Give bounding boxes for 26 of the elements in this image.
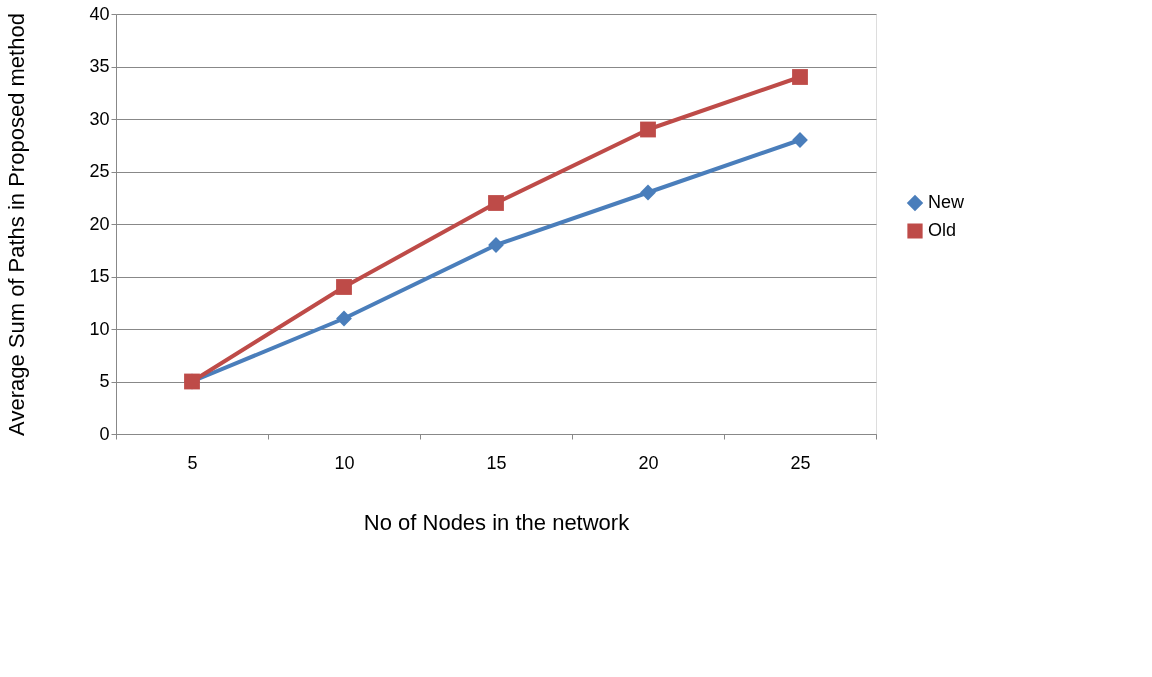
point xyxy=(336,310,352,327)
y-tick-label: 10 xyxy=(89,318,110,339)
x-tick-label: 10 xyxy=(334,452,355,473)
x-axis-title: No of Nodes in the network xyxy=(363,509,631,535)
x-tick-label: 25 xyxy=(790,452,811,473)
y-tick-label: 25 xyxy=(89,161,110,181)
y-tick-label: 0 xyxy=(99,423,110,444)
x-tick-label: 5 xyxy=(187,452,198,473)
x-tick-label: 20 xyxy=(638,452,659,473)
y-tick-label: 40 xyxy=(89,3,110,24)
point xyxy=(792,69,808,85)
y-tick-label: 15 xyxy=(89,266,110,286)
y-tick-label: 30 xyxy=(89,108,110,129)
legend-label: New xyxy=(928,192,966,212)
y-tick-label: 20 xyxy=(89,213,110,234)
point xyxy=(336,279,352,295)
y-tick-label: 5 xyxy=(99,371,110,391)
y-axis-title: Average Sum of Paths in Proposed method xyxy=(4,13,30,436)
x-tick-label: 15 xyxy=(486,452,507,473)
y-tick-label: 35 xyxy=(89,56,110,76)
point xyxy=(488,237,504,253)
point xyxy=(792,132,808,148)
point xyxy=(488,195,504,211)
legend-label: Old xyxy=(928,220,957,240)
point xyxy=(640,184,656,201)
point xyxy=(640,121,656,138)
